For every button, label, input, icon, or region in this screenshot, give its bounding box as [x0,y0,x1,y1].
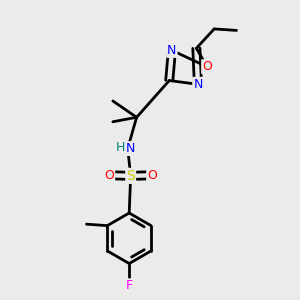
Text: S: S [126,169,135,183]
Text: O: O [104,169,114,182]
Text: N: N [167,44,177,57]
Text: N: N [126,142,135,155]
Text: O: O [202,60,212,73]
Text: H: H [116,140,125,154]
Text: N: N [193,78,203,91]
Text: F: F [126,279,133,292]
Text: O: O [147,169,157,182]
